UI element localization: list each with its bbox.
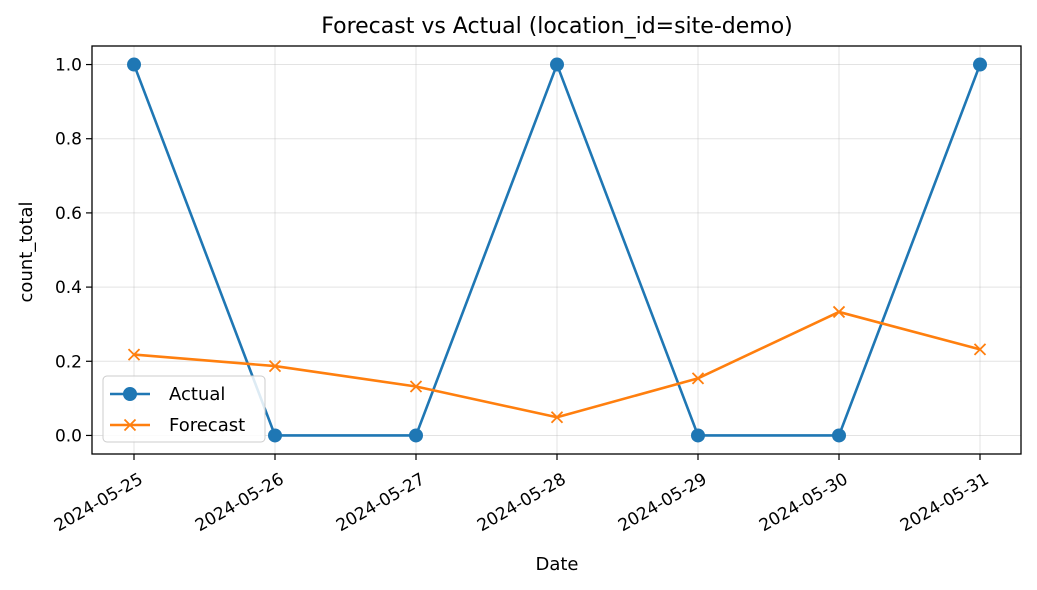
forecast-data-point: [127, 348, 141, 361]
y-tick-label: 0.6: [55, 204, 82, 224]
forecast-data-point: [550, 411, 564, 424]
actual-data-point: [409, 428, 423, 443]
actual-data-point: [127, 57, 141, 72]
forecast-data-point: [832, 305, 846, 319]
y-tick-label: 0.8: [55, 130, 82, 150]
forecast-data-point: [691, 372, 705, 385]
y-tick-label: 0.4: [55, 278, 82, 298]
y-axis-label: count_total: [16, 202, 37, 303]
series-layer: [127, 57, 987, 443]
actual-data-point: [832, 428, 846, 443]
chart-title: Forecast vs Actual (location_id=site-dem…: [321, 14, 793, 39]
forecast-data-point: [268, 359, 282, 373]
x-axis-label: Date: [535, 554, 578, 575]
forecast-data-point: [973, 343, 987, 356]
y-tick-label: 0.0: [55, 426, 82, 446]
actual-data-point: [268, 428, 282, 443]
y-axis: 0.0 0.2 0.4 0.6 0.8 1.0: [55, 56, 92, 446]
y-tick-label: 1.0: [55, 56, 82, 76]
y-tick-label: 0.2: [55, 352, 82, 372]
actual-data-point: [550, 57, 564, 72]
actual-data-point: [973, 57, 987, 72]
actual-legend-label: Actual: [169, 384, 225, 405]
forecast-data-point: [409, 380, 423, 393]
actual-data-point: [691, 428, 705, 443]
forecast-legend-marker: [123, 418, 137, 432]
forecast-legend-label: Forecast: [169, 415, 245, 436]
legend: Actual Forecast: [102, 375, 266, 443]
actual-legend-marker: [123, 387, 137, 401]
